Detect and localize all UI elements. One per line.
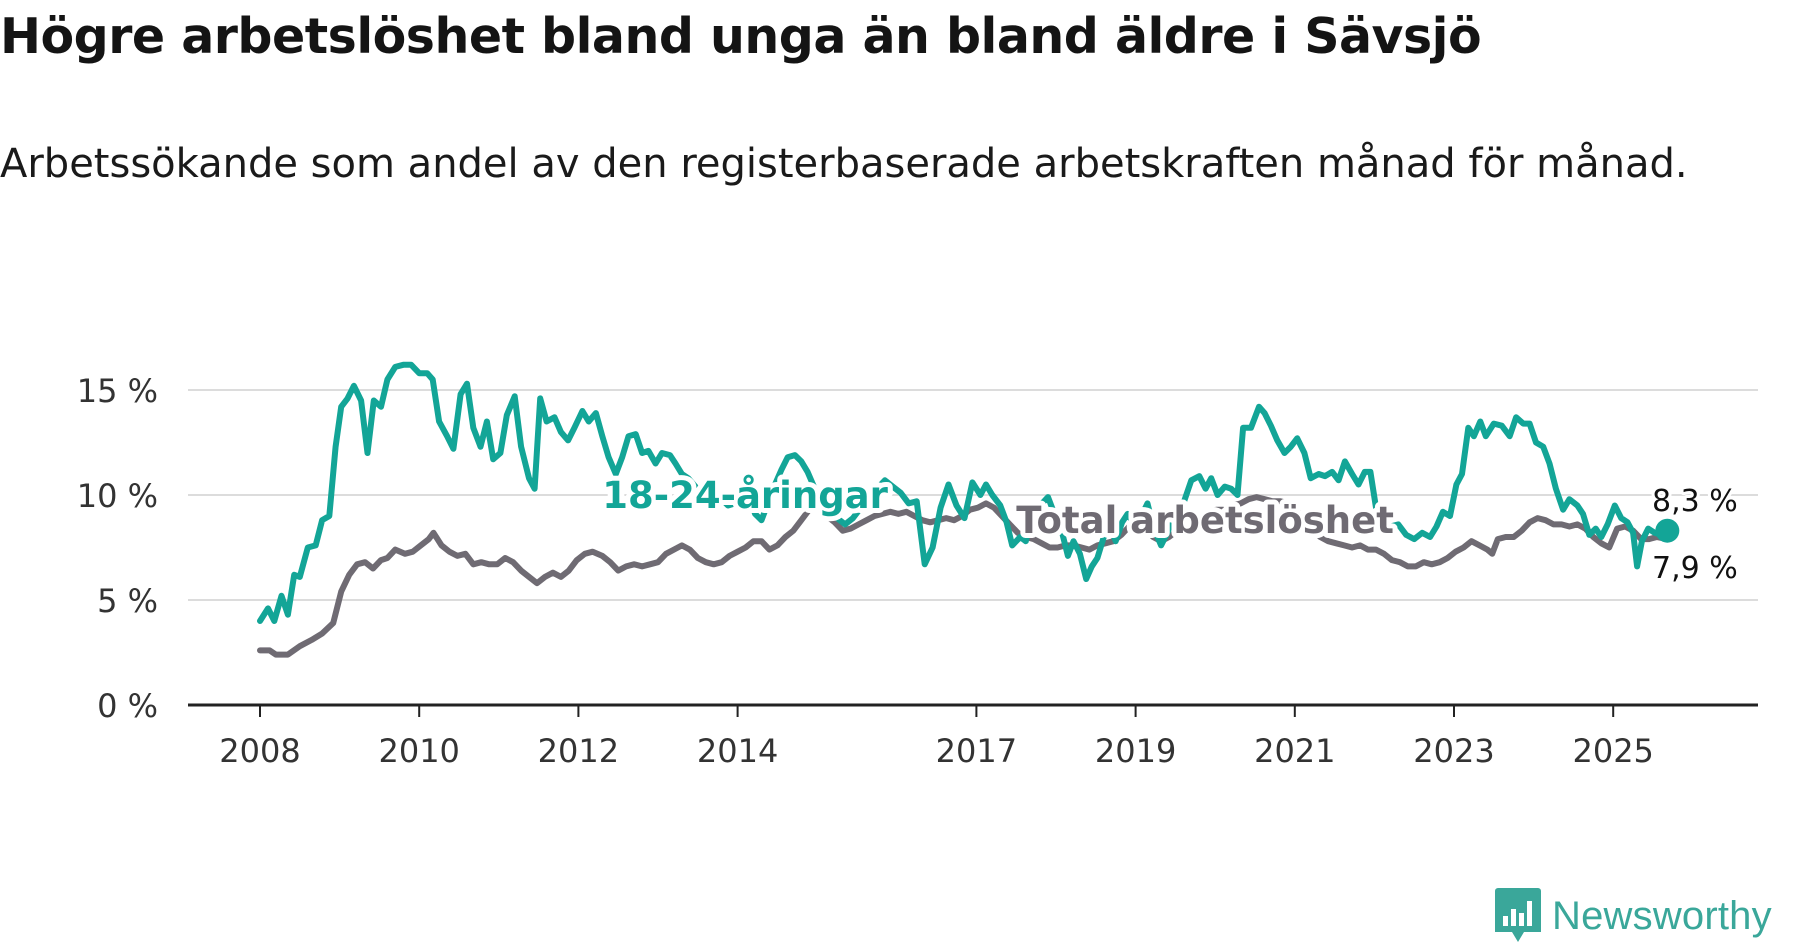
x-tick-label: 2017 [936,732,1017,770]
series-label-total: Total arbetslöshet [1016,499,1394,542]
series-labels: 18-24-åringar Total arbetslöshet 8,3 % 7,9 … [597,469,1740,589]
y-tick-label: 15 % [77,372,158,410]
brand-name: Newsworthy [1552,893,1772,938]
x-tick-label: 2025 [1572,732,1653,770]
x-tick-label: 2019 [1095,732,1176,770]
youth-end-marker [1655,518,1680,543]
x-tick-label: 2008 [219,732,300,770]
series-lines [257,361,1680,658]
chart-subtitle: Arbetssökande som andel av den registerb… [0,141,1688,187]
y-tick-label: 5 % [97,582,158,620]
end-value-label-total: 7,9 % [1652,551,1738,586]
x-tick-label: 2010 [378,732,459,770]
chart-title: Högre arbetslöshet bland unga än bland ä… [0,8,1482,65]
x-tick-label: 2014 [697,732,778,770]
x-axis: 2008 2010 2012 2014 2017 2019 2021 2023 2025 [188,703,1758,770]
end-value-label-youth: 8,3 % [1652,484,1738,519]
gridlines: 0 % 5 % 10 % 15 % [77,372,1758,725]
series-label-youth: 18-24-åringar [602,474,888,517]
bar-chart-badge-icon [1495,888,1541,942]
x-tick-label: 2023 [1413,732,1494,770]
series-line-youth [257,361,1671,624]
series-line-total [257,494,1671,658]
x-tick-label: 2012 [538,732,619,770]
brand-logo: Newsworthy [1494,886,1772,946]
y-tick-label: 0 % [97,687,158,725]
x-tick-label: 2021 [1254,732,1335,770]
y-tick-label: 10 % [77,477,158,515]
